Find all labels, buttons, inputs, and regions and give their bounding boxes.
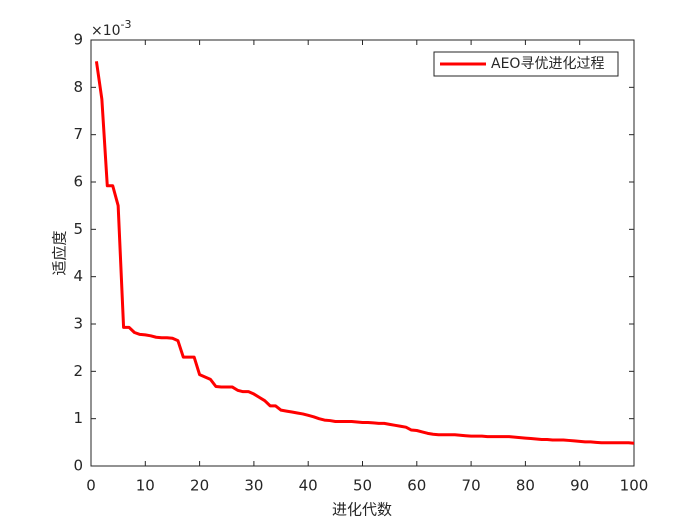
x-tick-label: 50	[353, 477, 372, 495]
x-tick-label: 40	[299, 477, 318, 495]
y-tick-label: 9	[73, 31, 83, 49]
y-tick-label: 7	[73, 125, 83, 143]
x-tick-label: 80	[516, 477, 535, 495]
y-axis-label: 适应度	[51, 230, 69, 275]
y-tick-label: 3	[73, 315, 83, 333]
y-multiplier-exponent: -3	[121, 18, 132, 31]
y-tick-label: 6	[73, 173, 83, 191]
x-tick-label: 90	[570, 477, 589, 495]
y-tick-label: 4	[73, 267, 83, 285]
y-multiplier-base: ×10	[91, 23, 121, 39]
x-tick-label: 0	[86, 477, 96, 495]
y-tick-label: 0	[73, 457, 83, 475]
x-tick-label: 70	[462, 477, 481, 495]
x-axis-label: 进化代数	[332, 501, 392, 519]
y-tick-label: 2	[73, 362, 83, 380]
y-tick-label: 1	[73, 409, 83, 427]
x-tick-label: 10	[136, 477, 155, 495]
y-multiplier: ×10-3	[91, 18, 132, 39]
x-tick-label: 60	[407, 477, 426, 495]
y-tick-label: 8	[73, 78, 83, 96]
x-tick-label: 30	[244, 477, 263, 495]
data-line	[94, 61, 635, 445]
legend-label: AEO寻优进化过程	[491, 56, 604, 72]
x-tick-label: 20	[190, 477, 209, 495]
axes-box	[90, 39, 635, 467]
x-tick-label: 100	[620, 477, 649, 495]
y-tick-label: 5	[73, 220, 83, 238]
